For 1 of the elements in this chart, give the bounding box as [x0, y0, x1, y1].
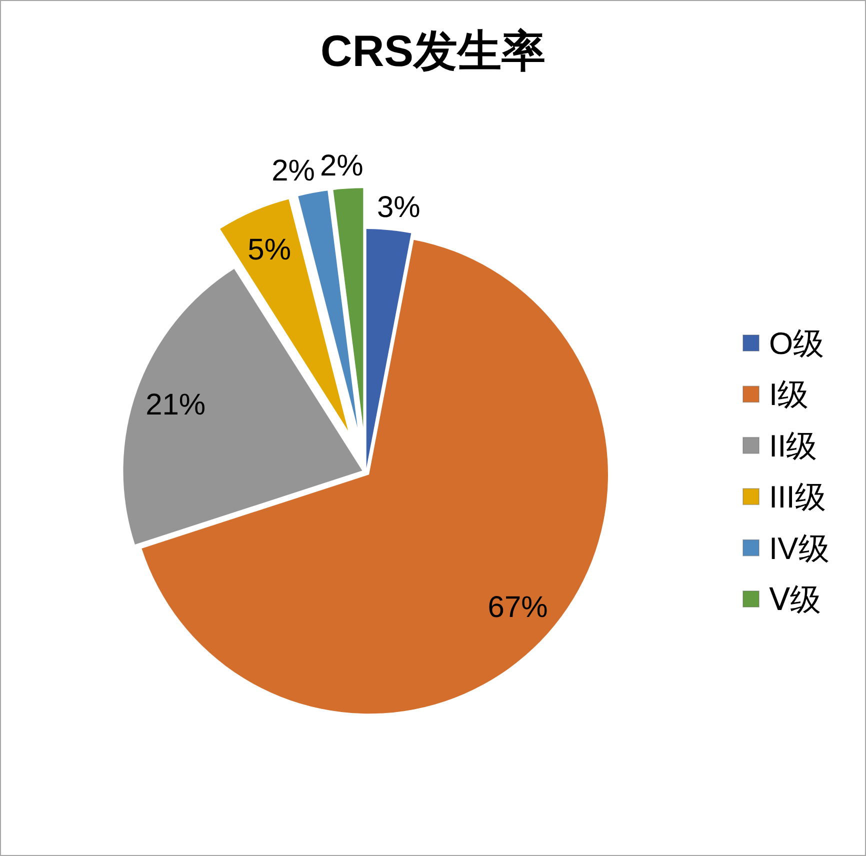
title: CRS发生率	[320, 27, 546, 76]
